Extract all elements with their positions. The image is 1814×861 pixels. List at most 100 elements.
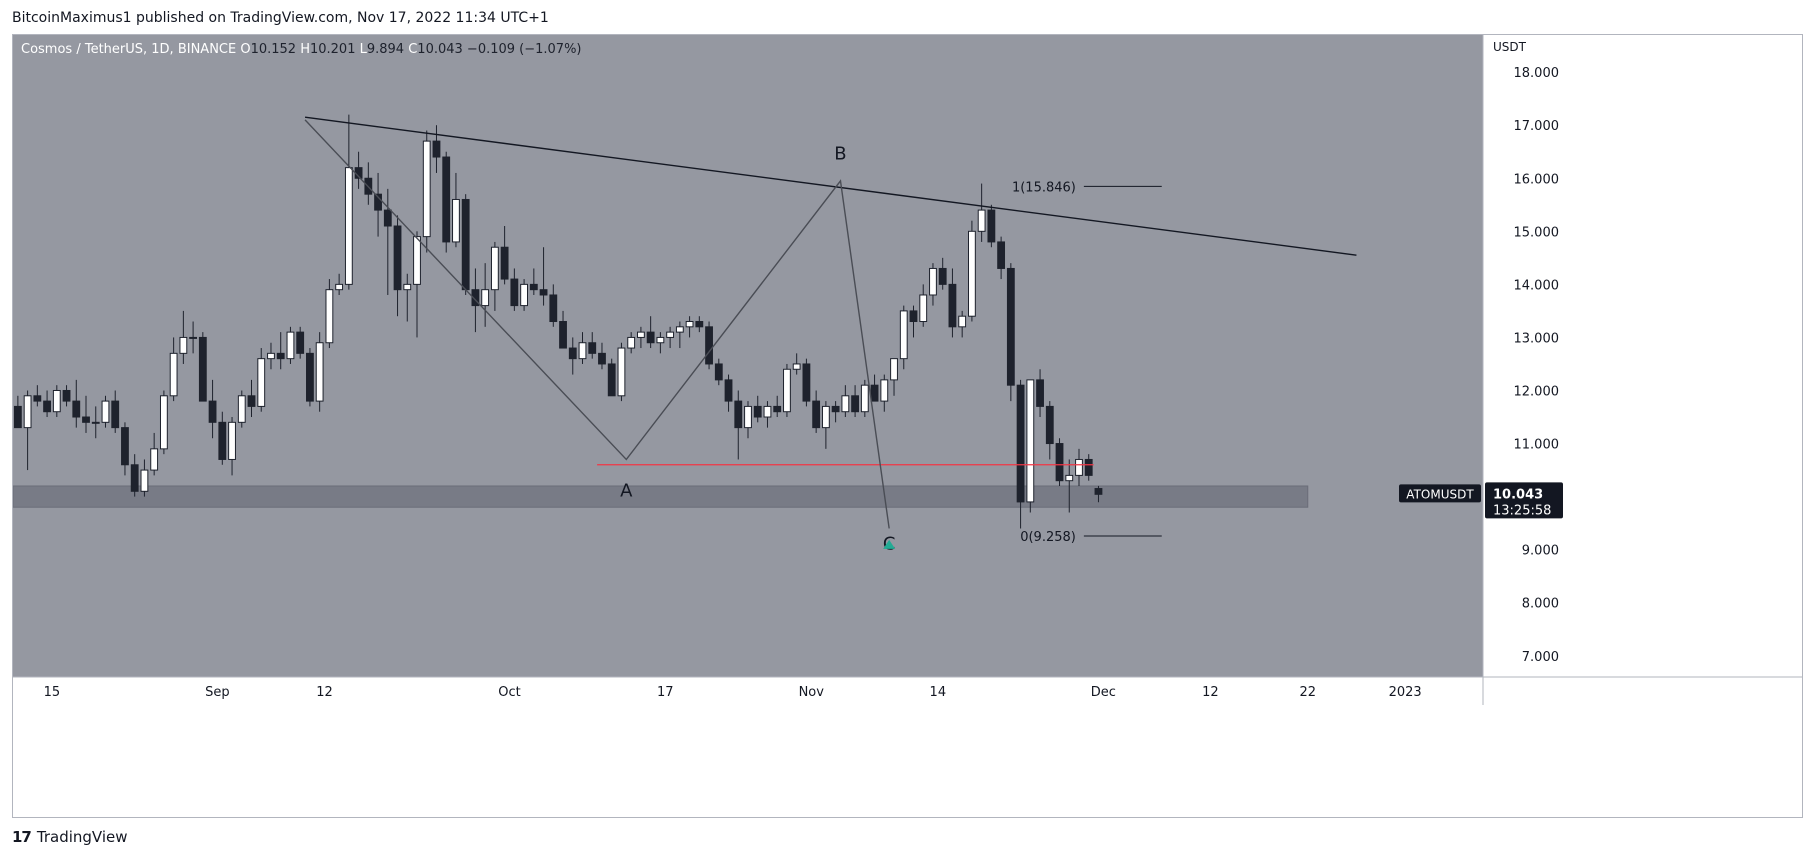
candle-body[interactable] [267, 352, 275, 360]
candle-body[interactable] [841, 395, 850, 413]
candle-body[interactable] [403, 283, 412, 291]
candle-body[interactable] [82, 416, 90, 423]
candle-body[interactable] [792, 363, 801, 370]
candle-body[interactable] [714, 363, 723, 381]
candle-body[interactable] [315, 342, 324, 402]
candle-body[interactable] [899, 310, 908, 360]
candle-body[interactable] [890, 358, 898, 381]
candle-body[interactable] [578, 342, 587, 360]
candle-body[interactable] [588, 342, 597, 354]
candle-body[interactable] [257, 358, 266, 407]
candle-body[interactable] [510, 278, 519, 307]
candle-body[interactable] [763, 405, 772, 418]
candle-body[interactable] [559, 321, 567, 349]
candle-body[interactable] [179, 336, 188, 354]
plot-area[interactable] [13, 35, 1483, 677]
candle-body[interactable] [140, 469, 149, 492]
abc-wave-path[interactable] [304, 119, 890, 529]
candle-body[interactable] [987, 209, 996, 243]
candle-body[interactable] [218, 421, 227, 460]
candle-body[interactable] [374, 193, 382, 211]
candle-body[interactable] [52, 389, 61, 413]
candle-body[interactable] [150, 448, 159, 471]
candle-body[interactable] [189, 336, 198, 339]
candle-body[interactable] [958, 315, 967, 328]
candle-body[interactable] [325, 289, 334, 344]
candle-body[interactable] [568, 347, 577, 360]
support-zone-rect[interactable] [13, 485, 1309, 508]
candle-body[interactable] [91, 421, 100, 424]
candle-body[interactable] [344, 167, 353, 285]
candle-body[interactable] [276, 352, 285, 360]
candle-body[interactable] [831, 405, 840, 413]
candle-body[interactable] [1016, 384, 1025, 503]
candle-body[interactable] [306, 352, 314, 402]
candle-body[interactable] [637, 331, 645, 338]
candle-body[interactable] [461, 198, 470, 291]
candle-body[interactable] [490, 246, 499, 291]
candle-body[interactable] [159, 395, 168, 450]
candle-body[interactable] [744, 405, 752, 429]
candle-body[interactable] [646, 331, 655, 344]
candle-body[interactable] [617, 347, 626, 397]
candle-body[interactable] [383, 209, 392, 227]
candle-body[interactable] [821, 405, 830, 429]
candle-body[interactable] [685, 321, 694, 328]
candle-body[interactable] [948, 283, 957, 328]
candle-body[interactable] [968, 230, 976, 317]
candle-body[interactable] [520, 283, 528, 307]
candle-body[interactable] [208, 400, 217, 423]
candle-body[interactable] [909, 310, 918, 323]
candle-body[interactable] [773, 405, 782, 413]
candle-body[interactable] [101, 400, 110, 423]
chart-frame[interactable]: ABC1(15.846)0(9.258)USDT18.00017.00016.0… [12, 34, 1803, 818]
candle-body[interactable] [413, 236, 421, 285]
candle-body[interactable] [198, 336, 207, 402]
candle-body[interactable] [1006, 267, 1015, 386]
candle-body[interactable] [734, 400, 743, 429]
candle-body[interactable] [1065, 474, 1074, 482]
candle-body[interactable] [870, 384, 879, 402]
candle-body[interactable] [23, 395, 32, 429]
candle-body[interactable] [549, 294, 558, 323]
candle-body[interactable] [393, 225, 402, 291]
candle-body[interactable] [452, 198, 460, 243]
candle-body[interactable] [783, 368, 791, 413]
candle-body[interactable] [471, 289, 480, 307]
candle-body[interactable] [753, 405, 762, 418]
candle-body[interactable] [880, 379, 889, 402]
candle-body[interactable] [33, 395, 42, 402]
candle-body[interactable] [802, 363, 811, 402]
candle-body[interactable] [929, 267, 937, 296]
candle-body[interactable] [1084, 458, 1093, 476]
descending-trend-line[interactable] [304, 116, 1357, 256]
candle-body[interactable] [1026, 379, 1035, 503]
candle-body[interactable] [481, 289, 490, 307]
candle-body[interactable] [851, 395, 859, 413]
candle-body[interactable] [296, 331, 305, 354]
candle-body[interactable] [997, 241, 1006, 269]
candle-body[interactable] [247, 395, 256, 407]
candle-body[interactable] [539, 289, 548, 296]
candle-body[interactable] [724, 379, 733, 402]
candle-body[interactable] [1075, 458, 1083, 476]
candle-body[interactable] [860, 384, 869, 413]
candle-body[interactable] [237, 395, 246, 423]
candle-body[interactable] [286, 331, 295, 360]
candle-body[interactable] [666, 331, 675, 338]
candle-body[interactable] [130, 464, 139, 492]
candle-body[interactable] [705, 326, 713, 365]
candle-body[interactable] [228, 421, 236, 460]
candle-body[interactable] [607, 363, 616, 397]
candle-body[interactable] [62, 389, 71, 402]
candle-body[interactable] [500, 246, 509, 280]
candle-body[interactable] [1055, 443, 1064, 482]
candle-body[interactable] [1094, 488, 1103, 495]
candle-body[interactable] [977, 209, 986, 232]
candle-body[interactable] [938, 267, 947, 285]
candle-body[interactable] [656, 336, 665, 344]
candle-body[interactable] [169, 352, 178, 397]
candle-body[interactable] [72, 400, 81, 418]
candle-body[interactable] [529, 283, 538, 291]
candle-body[interactable] [1045, 405, 1054, 445]
